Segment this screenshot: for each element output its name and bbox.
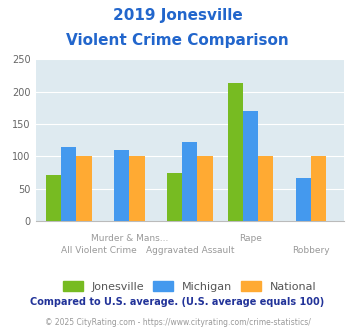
Text: Compared to U.S. average. (U.S. average equals 100): Compared to U.S. average. (U.S. average …: [31, 297, 324, 307]
Bar: [129, 156, 144, 221]
Bar: [296, 179, 311, 221]
Bar: [46, 175, 61, 221]
Text: All Violent Crime: All Violent Crime: [61, 246, 137, 255]
Bar: [197, 156, 213, 221]
Bar: [258, 156, 273, 221]
Bar: [76, 156, 92, 221]
Bar: [243, 111, 258, 221]
Bar: [114, 150, 129, 221]
Text: Aggravated Assault: Aggravated Assault: [146, 246, 234, 255]
Text: Robbery: Robbery: [292, 246, 330, 255]
Legend: Jonesville, Michigan, National: Jonesville, Michigan, National: [59, 277, 321, 296]
Bar: [61, 147, 76, 221]
Text: 2019 Jonesville: 2019 Jonesville: [113, 8, 242, 23]
Text: Rape: Rape: [239, 234, 262, 243]
Bar: [228, 83, 243, 221]
Text: Murder & Mans...: Murder & Mans...: [91, 234, 168, 243]
Bar: [182, 142, 197, 221]
Bar: [311, 156, 326, 221]
Text: © 2025 CityRating.com - https://www.cityrating.com/crime-statistics/: © 2025 CityRating.com - https://www.city…: [45, 318, 310, 327]
Text: Violent Crime Comparison: Violent Crime Comparison: [66, 33, 289, 48]
Bar: [167, 173, 182, 221]
